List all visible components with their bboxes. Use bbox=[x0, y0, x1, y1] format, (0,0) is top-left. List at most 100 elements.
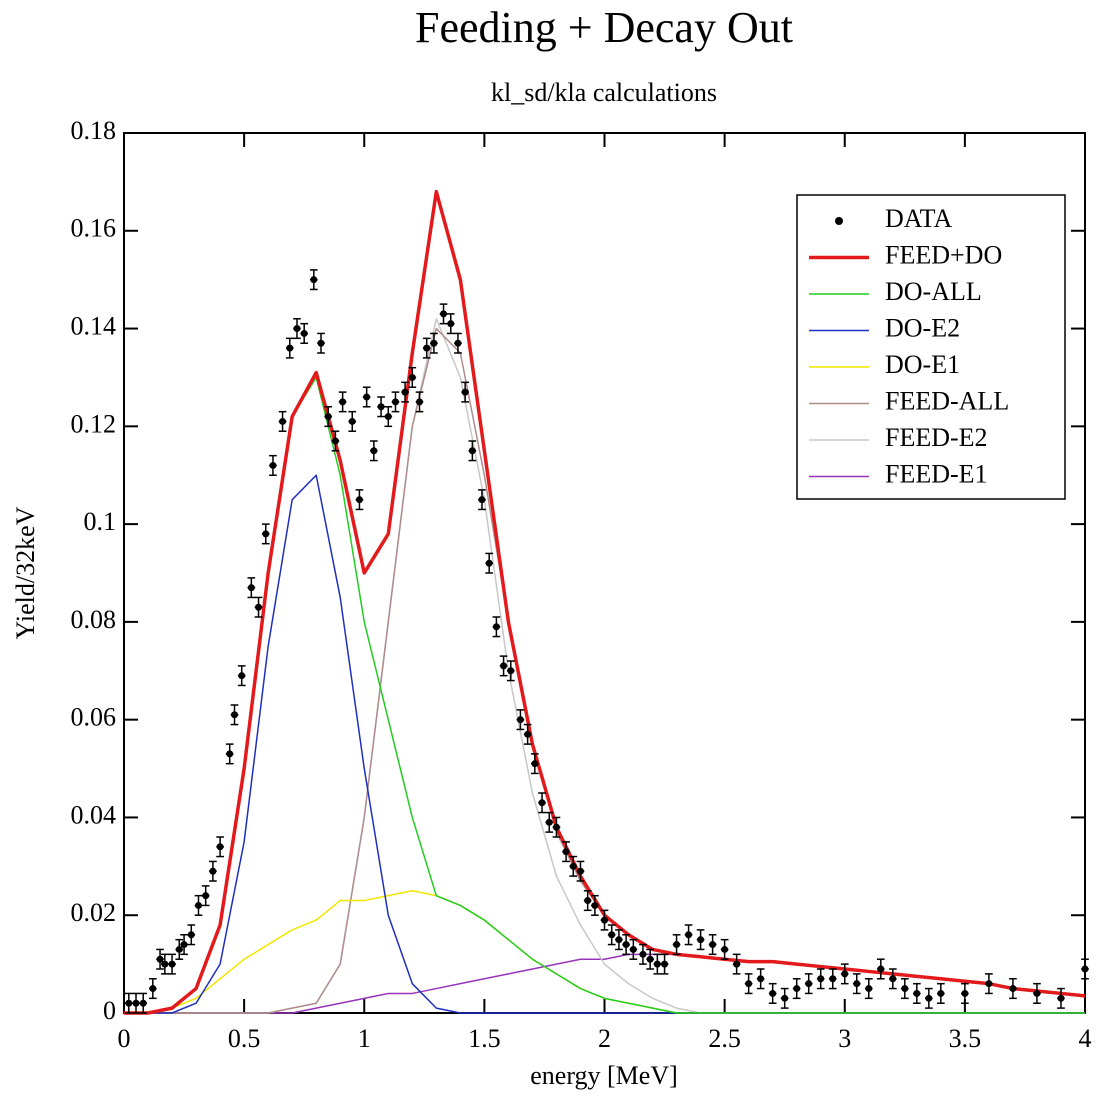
data-point bbox=[1009, 985, 1017, 993]
data-point bbox=[279, 417, 287, 425]
data-point bbox=[562, 848, 570, 856]
data-point bbox=[937, 989, 945, 997]
data-point bbox=[591, 901, 599, 909]
data-point bbox=[622, 941, 630, 949]
data-point bbox=[629, 945, 637, 953]
data-point bbox=[615, 936, 623, 944]
data-point bbox=[889, 975, 897, 983]
y-tick-label: 0.12 bbox=[71, 409, 117, 438]
data-point bbox=[781, 994, 789, 1002]
x-tick-label: 0.5 bbox=[228, 1024, 261, 1053]
data-point bbox=[584, 897, 592, 905]
legend-label: DO-ALL bbox=[885, 277, 982, 306]
data-point bbox=[454, 339, 462, 347]
data-point bbox=[1081, 965, 1089, 973]
data-point bbox=[348, 417, 356, 425]
x-tick-label: 2.5 bbox=[708, 1024, 741, 1053]
data-point bbox=[262, 530, 270, 538]
y-tick-label: 0.02 bbox=[71, 898, 117, 927]
x-tick-label: 1.5 bbox=[468, 1024, 501, 1053]
data-point bbox=[255, 603, 263, 611]
data-point bbox=[745, 980, 753, 988]
data-point bbox=[317, 339, 325, 347]
chart-title: Feeding + Decay Out bbox=[415, 3, 793, 52]
data-point bbox=[216, 843, 224, 851]
data-point bbox=[492, 623, 500, 631]
data-point bbox=[468, 447, 476, 455]
data-point bbox=[552, 823, 560, 831]
data-point bbox=[286, 344, 294, 352]
data-point bbox=[608, 931, 616, 939]
data-point bbox=[384, 413, 392, 421]
y-tick-label: 0.14 bbox=[71, 312, 117, 341]
legend-box bbox=[796, 194, 1066, 500]
x-tick-label: 2 bbox=[598, 1024, 611, 1053]
data-point bbox=[310, 276, 318, 284]
data-point bbox=[485, 559, 493, 567]
data-point bbox=[673, 941, 681, 949]
data-point bbox=[194, 901, 202, 909]
data-point bbox=[601, 916, 608, 924]
legend-label: FEED-E1 bbox=[885, 459, 988, 488]
data-point bbox=[500, 662, 508, 670]
data-point bbox=[161, 960, 169, 968]
data-point bbox=[639, 950, 647, 958]
data-point bbox=[961, 989, 969, 997]
y-tick-label: 0.16 bbox=[71, 214, 117, 243]
data-point bbox=[478, 496, 486, 504]
data-point bbox=[733, 960, 741, 968]
data-point bbox=[231, 711, 239, 719]
legend-label: FEED-E2 bbox=[885, 423, 988, 452]
x-tick-label: 4 bbox=[1079, 1024, 1092, 1053]
data-point bbox=[853, 980, 861, 988]
chart-subtitle: kl_sd/kla calculations bbox=[491, 78, 717, 107]
x-tick-label: 1 bbox=[358, 1024, 371, 1053]
y-tick-label: 0.06 bbox=[71, 703, 117, 732]
data-point bbox=[226, 750, 234, 758]
line-series bbox=[124, 474, 1085, 1014]
data-point bbox=[461, 388, 469, 396]
data-point bbox=[653, 960, 661, 968]
data-point bbox=[247, 584, 255, 592]
data-point bbox=[793, 985, 801, 993]
data-point bbox=[363, 393, 371, 401]
data-point bbox=[1057, 994, 1065, 1002]
y-tick-label: 0.04 bbox=[71, 800, 117, 829]
data-point bbox=[149, 985, 157, 993]
data-point bbox=[377, 403, 385, 411]
data-point bbox=[841, 970, 849, 978]
legend-label: DO-E2 bbox=[885, 313, 960, 342]
data-point bbox=[901, 985, 909, 993]
y-tick-label: 0.18 bbox=[71, 116, 117, 145]
legend-label: FEED+DO bbox=[885, 240, 1002, 269]
y-axis-label: Yield/32keV bbox=[11, 506, 40, 639]
data-point bbox=[440, 310, 448, 318]
data-point bbox=[709, 941, 717, 949]
data-point bbox=[187, 931, 195, 939]
legend-label: DO-E1 bbox=[885, 350, 960, 379]
data-point bbox=[324, 413, 332, 421]
data-point bbox=[685, 931, 693, 939]
x-tick-label: 0 bbox=[118, 1024, 131, 1053]
data-point bbox=[757, 975, 765, 983]
data-point bbox=[516, 716, 524, 724]
data-point bbox=[269, 461, 277, 469]
data-point bbox=[524, 730, 532, 738]
data-point bbox=[391, 398, 399, 406]
legend-label: FEED-ALL bbox=[885, 386, 1009, 415]
data-point bbox=[125, 999, 133, 1007]
data-point bbox=[300, 329, 308, 337]
data-point bbox=[175, 945, 183, 953]
x-tick-label: 3 bbox=[838, 1024, 851, 1053]
data-point bbox=[370, 447, 378, 455]
data-point bbox=[538, 799, 546, 807]
data-point bbox=[769, 989, 777, 997]
data-point bbox=[1033, 989, 1041, 997]
data-point bbox=[447, 320, 455, 328]
data-point bbox=[507, 667, 515, 675]
x-tick-label: 3.5 bbox=[949, 1024, 982, 1053]
data-point bbox=[401, 388, 409, 396]
data-point bbox=[180, 941, 188, 949]
data-point bbox=[139, 999, 147, 1007]
data-point bbox=[430, 339, 438, 347]
